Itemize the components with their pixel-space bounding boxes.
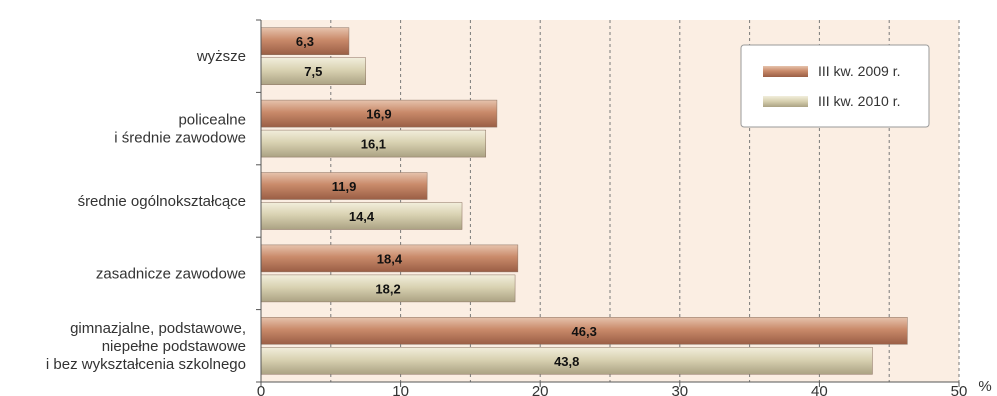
- data-label: 16,1: [361, 137, 386, 152]
- category-label: średnie ogólnokształcące: [78, 193, 246, 210]
- bar-series1-cat5: [260, 317, 908, 345]
- bar-series1-cat2: [260, 99, 498, 128]
- data-label: 14,4: [349, 209, 375, 224]
- category-label: wyższe: [196, 48, 246, 65]
- legend-swatch-2009: [763, 66, 808, 77]
- axes: [256, 19, 960, 387]
- data-label: 18,2: [375, 281, 400, 296]
- x-unit-label: %: [978, 378, 991, 395]
- category-label: policealne i średnie zawodowe: [114, 112, 246, 147]
- category-label: zasadnicze zawodowe: [96, 265, 246, 282]
- x-tick-label: 30: [671, 383, 688, 396]
- data-label: 18,4: [377, 251, 403, 266]
- category-labels: wyższe policealne i średnie zawodowe średni…: [46, 48, 246, 373]
- value-labels: 6,3 7,5 16,9 16,1 11,9 14,4 18,4 18,2 46,3 43,8: [296, 34, 597, 369]
- data-label: 11,9: [332, 179, 357, 194]
- bar-series2-cat4: [260, 274, 516, 303]
- category-label: gimnazjalne, podstawowe, niepełne podstaw…: [46, 320, 246, 373]
- legend-box: [740, 44, 930, 128]
- legend-label-2010: III kw. 2010 r.: [818, 93, 901, 109]
- bars: [260, 27, 908, 375]
- bar-series2-cat1: [260, 57, 366, 85]
- legend-label-2009: III kw. 2009 r.: [818, 63, 901, 79]
- bar-series2-cat5: [260, 347, 873, 375]
- x-tick-labels: 0 10 20 30 40 50: [257, 383, 968, 396]
- bar-series1-cat4: [260, 244, 519, 273]
- data-label: 43,8: [554, 354, 579, 369]
- x-tick-label: 40: [811, 383, 828, 396]
- x-tick-label: 0: [257, 383, 265, 396]
- data-label: 46,3: [572, 324, 597, 339]
- x-tick-label: 10: [392, 383, 409, 396]
- data-label: 6,3: [296, 34, 314, 49]
- bar-series2-cat2: [260, 129, 487, 158]
- x-tick-label: 50: [951, 383, 968, 396]
- bar-series1-cat1: [260, 27, 350, 55]
- data-label: 16,9: [366, 107, 391, 122]
- legend-swatch-2010: [763, 96, 808, 107]
- x-tick-label: 20: [532, 383, 549, 396]
- legend: III kw. 2009 r. III kw. 2010 r.: [740, 44, 930, 128]
- data-label: 7,5: [304, 64, 322, 79]
